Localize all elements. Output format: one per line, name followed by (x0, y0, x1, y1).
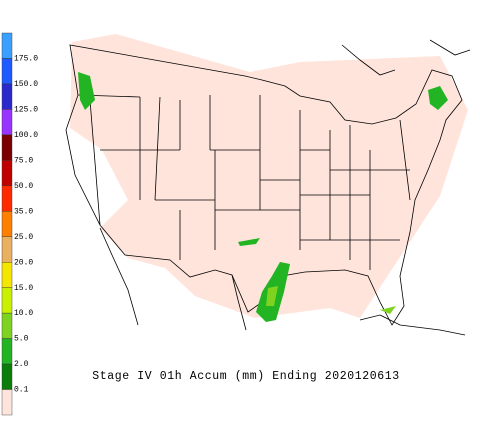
legend-label: 10.0 (14, 309, 33, 318)
legend-label: 75.0 (14, 156, 33, 165)
legend-swatch (1, 83, 13, 110)
legend-label: 0.1 (14, 386, 29, 395)
legend-swatch (1, 262, 13, 288)
legend-label: 100.0 (14, 131, 38, 140)
legend-swatch (1, 32, 13, 59)
country-outline (65, 44, 463, 326)
legend-label: 50.0 (14, 182, 33, 191)
coverage-area (70, 34, 468, 318)
legend-label: 15.0 (14, 284, 33, 293)
precip-area (380, 306, 396, 314)
legend-swatch (1, 312, 13, 339)
legend-swatch (1, 134, 13, 161)
precip-area (238, 238, 260, 246)
precip-area (428, 86, 448, 110)
legend-label: 150.0 (14, 80, 38, 89)
legend-label: 2.0 (14, 360, 29, 369)
legend: 175.0 150.0 125.0 100.0 75.0 50.0 35.0 25.0 20.0… (1, 32, 38, 416)
map-title: Stage IV 01h Accum (mm) Ending 202012061… (92, 370, 400, 383)
neighbor-coast (99, 39, 471, 336)
legend-swatch (1, 389, 13, 416)
legend-swatch (1, 236, 13, 263)
legend-swatch (1, 287, 13, 314)
legend-swatch (1, 58, 13, 85)
legend-label: 20.0 (14, 258, 33, 267)
legend-label: 25.0 (14, 233, 33, 242)
legend-swatch (1, 109, 13, 136)
state-lines (77, 94, 411, 270)
legend-label: 35.0 (14, 207, 33, 216)
legend-label: 125.0 (14, 106, 38, 115)
precip-area (78, 72, 95, 110)
legend-swatch (1, 363, 13, 390)
legend-swatch (1, 211, 13, 237)
precip-area (266, 286, 278, 306)
legend-label: 5.0 (14, 335, 29, 344)
precipitation (78, 72, 448, 322)
legend-swatch (1, 185, 13, 212)
legend-swatch (1, 160, 13, 186)
legend-swatch (1, 338, 13, 365)
legend-label: 175.0 (14, 55, 38, 64)
